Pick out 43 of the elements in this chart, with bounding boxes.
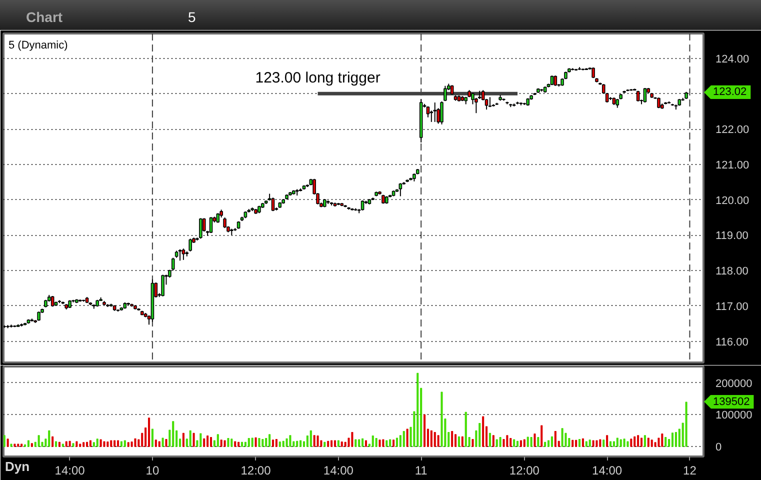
x-tick-label: 10 <box>146 464 160 478</box>
y-tick-label: 0 <box>716 442 722 454</box>
candlestick <box>360 200 364 211</box>
x-tick-label: 11 <box>414 464 428 478</box>
candlestick <box>433 102 437 122</box>
y-tick-label: 117.00 <box>716 300 748 313</box>
x-tick-label: 14:00 <box>592 464 622 478</box>
candlestick <box>209 216 213 234</box>
x-tick-label: 12:00 <box>240 464 272 478</box>
y-tick-label: 124.00 <box>716 53 750 66</box>
candlestick <box>223 216 226 229</box>
y-tick-label: 118.00 <box>716 266 748 278</box>
candlestick <box>271 197 275 212</box>
y-tick-label: 120.00 <box>716 194 750 207</box>
text: 5 <box>188 8 196 27</box>
candlestick <box>216 212 220 224</box>
candlestick <box>37 311 40 322</box>
text: Chart <box>26 8 63 27</box>
y-tick-label: 119.00 <box>716 230 748 242</box>
series-label: 123.00 long trigger <box>255 70 380 87</box>
candlestick <box>643 87 647 103</box>
x-tick-label: 14:00 <box>54 464 86 478</box>
candlestick <box>199 218 202 240</box>
candlestick <box>440 100 444 125</box>
y-tick-label: 200000 <box>716 378 752 390</box>
y-tick-label: 122.00 <box>716 124 750 136</box>
candlestick <box>182 248 186 260</box>
y-tick-label: 100000 <box>716 410 752 422</box>
x-tick-label: 12:00 <box>509 464 540 478</box>
candlestick <box>161 274 164 297</box>
candlestick <box>178 248 182 262</box>
candlestick <box>554 75 558 86</box>
y-tick-label: 116.00 <box>716 336 748 348</box>
candlestick <box>188 238 192 252</box>
text: Dyn <box>5 458 30 476</box>
candlestick <box>444 85 447 102</box>
text: 5 (Dynamic) <box>8 40 68 52</box>
x-tick-label: 14:00 <box>323 464 354 478</box>
text: 123.02 <box>704 85 751 100</box>
candlestick <box>398 182 402 197</box>
text: 139502 <box>704 394 754 409</box>
x-tick-label: 12 <box>683 464 697 478</box>
y-tick-label: 121.00 <box>716 159 750 172</box>
